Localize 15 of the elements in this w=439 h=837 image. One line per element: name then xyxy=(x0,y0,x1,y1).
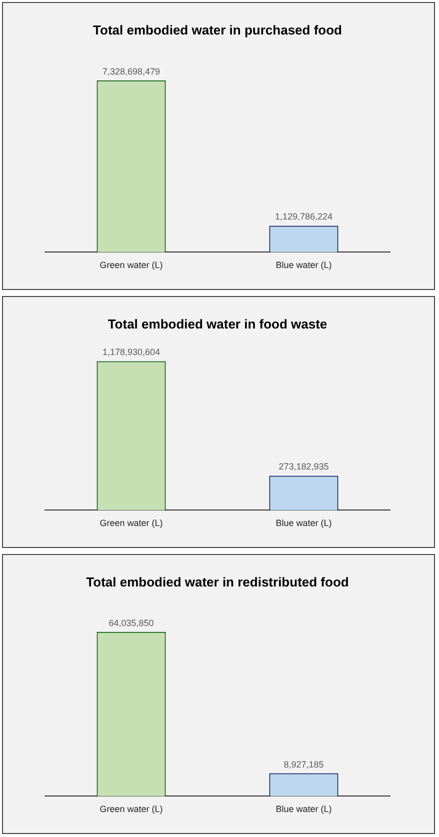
data-label: 1,178,930,604 xyxy=(102,347,160,358)
data-label: 64,035,850 xyxy=(108,618,154,628)
x-tick-label: Green water (L) xyxy=(100,260,163,270)
data-label: 7,328,698,479 xyxy=(102,66,160,76)
x-tick-label: Green water (L) xyxy=(100,804,163,814)
x-tick-label: Blue water (L) xyxy=(276,804,332,814)
chart-title: Total embodied water in food waste xyxy=(108,316,328,332)
x-tick-label: Blue water (L) xyxy=(276,260,332,270)
data-label: 273,182,935 xyxy=(278,462,329,472)
x-tick-label: Blue water (L) xyxy=(276,518,332,528)
x-tick-label: Green water (L) xyxy=(100,518,163,528)
data-label: 8,927,185 xyxy=(284,759,324,770)
chart-title: Total embodied water in purchased food xyxy=(93,22,342,38)
chart-title: Total embodied water in redistributed food xyxy=(86,574,349,590)
data-label: 1,129,786,224 xyxy=(274,212,333,222)
